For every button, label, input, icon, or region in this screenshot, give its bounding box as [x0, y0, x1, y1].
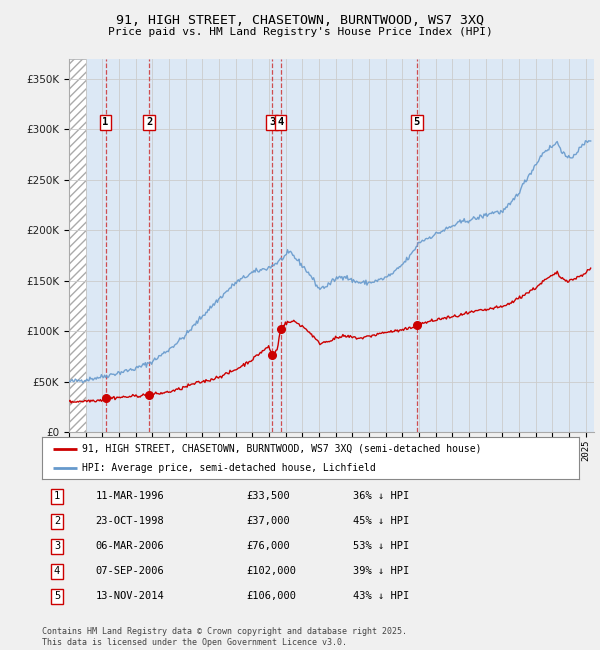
- Text: 5: 5: [414, 117, 420, 127]
- Text: HPI: Average price, semi-detached house, Lichfield: HPI: Average price, semi-detached house,…: [82, 463, 376, 473]
- Text: 1: 1: [54, 491, 60, 501]
- Text: 07-SEP-2006: 07-SEP-2006: [96, 567, 164, 577]
- Text: 39% ↓ HPI: 39% ↓ HPI: [353, 567, 410, 577]
- Text: 5: 5: [54, 592, 60, 601]
- Text: 2: 2: [146, 117, 152, 127]
- Text: 4: 4: [54, 567, 60, 577]
- Text: Contains HM Land Registry data © Crown copyright and database right 2025.
This d: Contains HM Land Registry data © Crown c…: [42, 627, 407, 647]
- Text: 2: 2: [54, 517, 60, 526]
- Text: 23-OCT-1998: 23-OCT-1998: [96, 517, 164, 526]
- Text: 13-NOV-2014: 13-NOV-2014: [96, 592, 164, 601]
- Text: 91, HIGH STREET, CHASETOWN, BURNTWOOD, WS7 3XQ (semi-detached house): 91, HIGH STREET, CHASETOWN, BURNTWOOD, W…: [82, 444, 482, 454]
- Text: 06-MAR-2006: 06-MAR-2006: [96, 541, 164, 551]
- Text: 36% ↓ HPI: 36% ↓ HPI: [353, 491, 410, 501]
- Text: 4: 4: [277, 117, 284, 127]
- Text: £102,000: £102,000: [246, 567, 296, 577]
- Text: £37,000: £37,000: [246, 517, 290, 526]
- Bar: [69, 58, 86, 432]
- Text: 91, HIGH STREET, CHASETOWN, BURNTWOOD, WS7 3XQ: 91, HIGH STREET, CHASETOWN, BURNTWOOD, W…: [116, 14, 484, 27]
- Text: £33,500: £33,500: [246, 491, 290, 501]
- Text: 45% ↓ HPI: 45% ↓ HPI: [353, 517, 410, 526]
- Text: 43% ↓ HPI: 43% ↓ HPI: [353, 592, 410, 601]
- Text: 1: 1: [103, 117, 109, 127]
- Text: Price paid vs. HM Land Registry's House Price Index (HPI): Price paid vs. HM Land Registry's House …: [107, 27, 493, 37]
- Text: 3: 3: [54, 541, 60, 551]
- Text: 53% ↓ HPI: 53% ↓ HPI: [353, 541, 410, 551]
- Text: 3: 3: [269, 117, 275, 127]
- Text: £106,000: £106,000: [246, 592, 296, 601]
- Text: 11-MAR-1996: 11-MAR-1996: [96, 491, 164, 501]
- Text: £76,000: £76,000: [246, 541, 290, 551]
